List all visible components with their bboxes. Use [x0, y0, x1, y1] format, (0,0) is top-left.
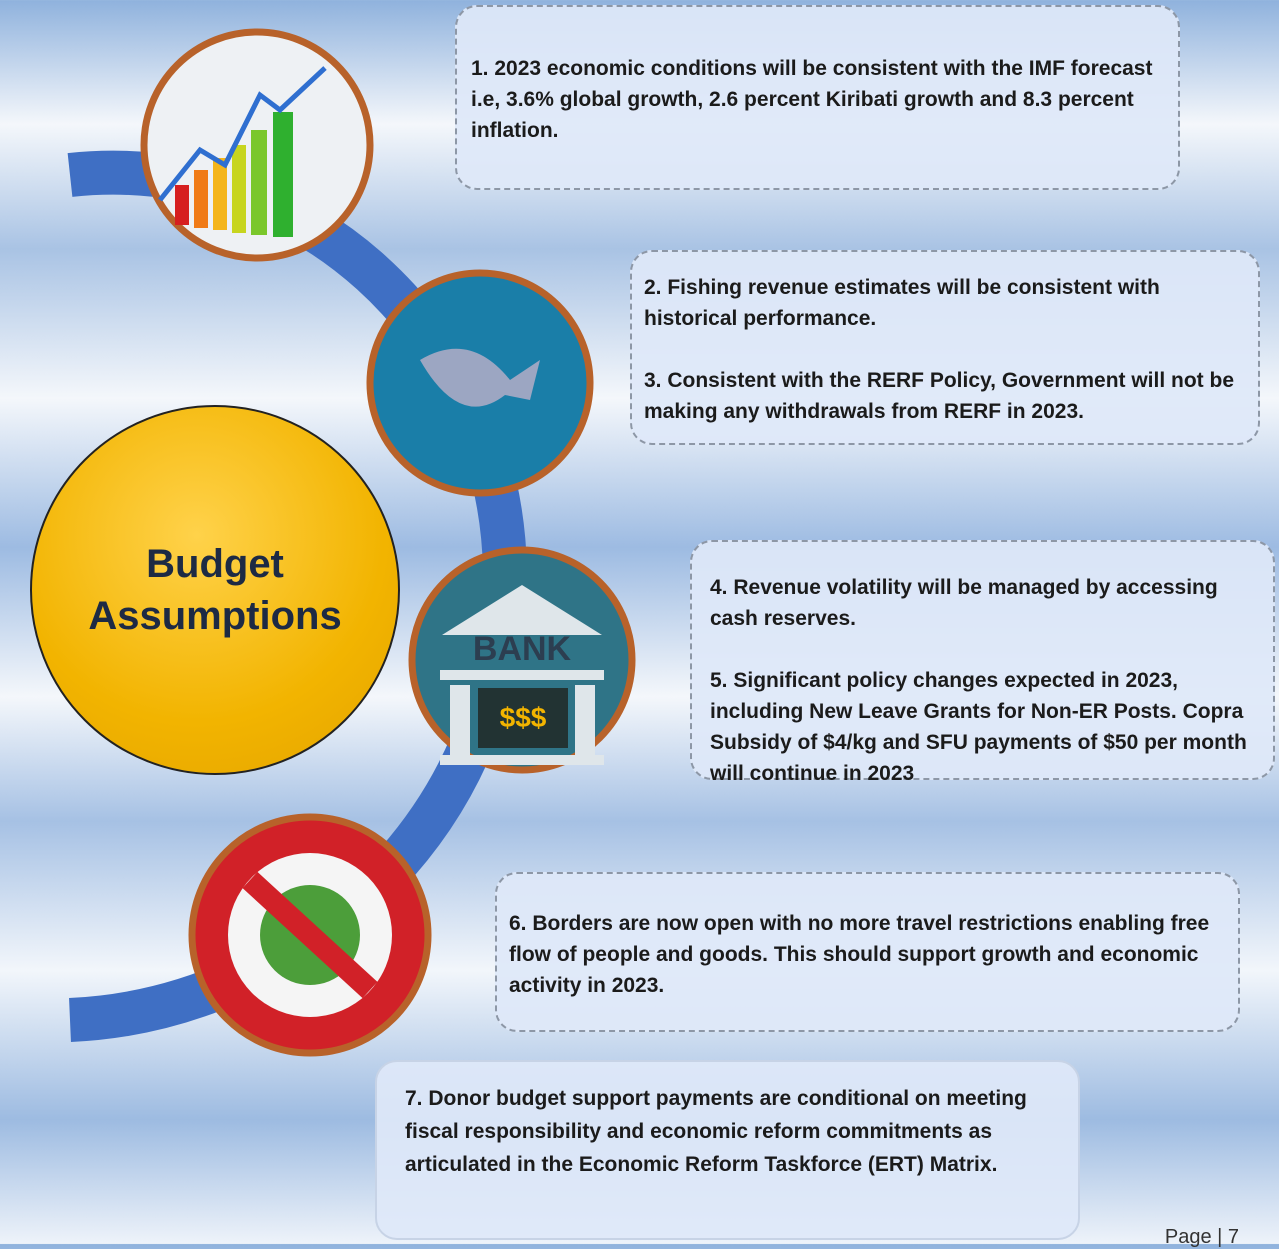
svg-text:BANK: BANK	[473, 630, 572, 668]
assumption: 3. Consistent with the RERF Policy, Gove…	[644, 365, 1248, 427]
page-number: Page | 7	[1165, 1226, 1239, 1249]
assumption: 1. 2023 economic conditions will be cons…	[471, 53, 1164, 146]
assumption-box: 6. Borders are now open with no more tra…	[495, 872, 1240, 1032]
assumption: 7. Donor budget support payments are con…	[405, 1082, 1038, 1181]
assumption: 4. Revenue volatility will be managed by…	[710, 572, 1267, 634]
assumption: 5. Significant policy changes expected i…	[710, 665, 1267, 789]
assumption-box: 4. Revenue volatility will be managed by…	[690, 540, 1275, 780]
assumption: 6. Borders are now open with no more tra…	[509, 908, 1224, 1001]
title: Budget Assumptions	[30, 405, 400, 775]
assumption-box: 1. 2023 economic conditions will be cons…	[455, 5, 1180, 190]
page: {"title":"Budget Assumptions", "boxes":[…	[0, 0, 1279, 1244]
assumption-box: 2. Fishing revenue estimates will be con…	[630, 250, 1260, 445]
assumption-box: 7. Donor budget support payments are con…	[375, 1060, 1080, 1240]
svg-text:$$$: $$$	[500, 702, 547, 733]
assumption: 2. Fishing revenue estimates will be con…	[644, 272, 1248, 334]
